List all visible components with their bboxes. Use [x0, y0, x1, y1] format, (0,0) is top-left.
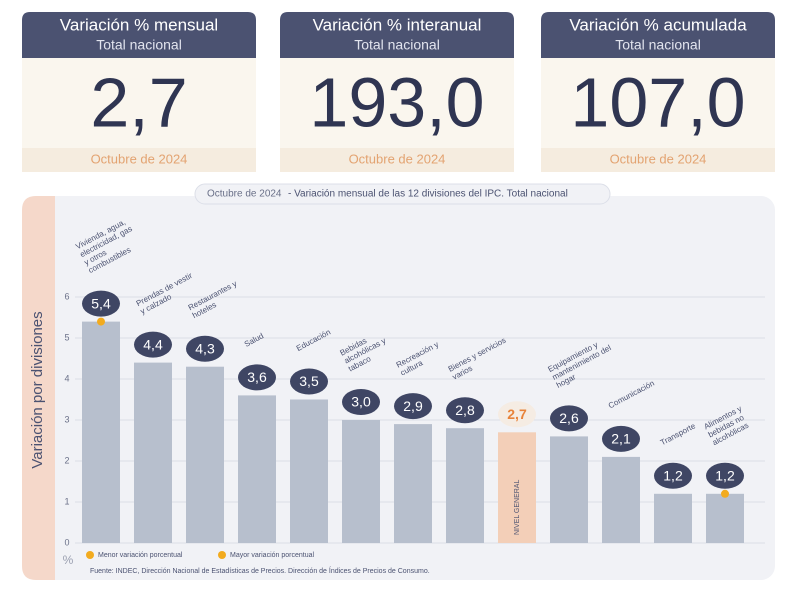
value-badge [82, 290, 120, 317]
value-badge [238, 364, 276, 391]
cards: Variación % mensual Total nacional 2,7 Octu… [22, 12, 775, 172]
bar [446, 428, 484, 543]
bar [342, 420, 380, 543]
y-tick-label: 3 [64, 414, 69, 424]
bar [82, 321, 120, 543]
card-date: Octubre de 2024 [91, 151, 188, 166]
card-value: 193,0 [309, 63, 484, 141]
bar [706, 493, 744, 543]
card-title: Variación % acumulada [569, 15, 747, 34]
value-badge [394, 393, 432, 420]
y-tick-label: 2 [64, 455, 69, 465]
value-badge [706, 462, 744, 489]
bar [238, 395, 276, 543]
card-header [541, 12, 775, 58]
chart-title-date: Octubre de 2024 [207, 189, 282, 200]
value-label: 1,2 [663, 468, 683, 484]
source: Fuente: INDEC, Dirección Nacional de Est… [90, 566, 430, 575]
value-label: 5,4 [91, 295, 111, 311]
value-label: 3,5 [299, 373, 319, 389]
card-footer [541, 148, 775, 172]
y-tick-label: 0 [64, 537, 69, 547]
value-badge [342, 389, 380, 415]
title-pill [194, 183, 611, 205]
legend-swatch [86, 551, 94, 559]
value-badge [498, 401, 536, 428]
bar [134, 362, 172, 543]
y-axis-label: Variación por divisiones [29, 311, 46, 468]
value-badge [186, 335, 224, 362]
y-tick-label: 6 [64, 291, 69, 301]
value-label: 2,1 [611, 431, 631, 447]
bar [602, 456, 640, 543]
value-label: 2,9 [403, 398, 423, 414]
bar [550, 436, 588, 543]
y-tick-label: 4 [64, 373, 69, 383]
bar [186, 366, 224, 543]
card-header [22, 12, 256, 58]
card-value: 107,0 [570, 63, 745, 141]
value-badge [550, 405, 588, 432]
value-badge [446, 397, 484, 424]
value-label: 4,3 [195, 340, 215, 356]
bar [498, 432, 536, 543]
card-date: Octubre de 2024 [610, 151, 707, 166]
y-tick-label: 1 [64, 496, 69, 506]
value-label: 2,8 [455, 402, 475, 418]
card-header [280, 12, 514, 58]
legend-swatch [218, 551, 226, 559]
axis-stripe [22, 196, 55, 580]
bar [394, 424, 432, 543]
y-tick-label: 5 [64, 332, 69, 342]
value-label: 3,0 [351, 394, 371, 410]
value-label: 4,4 [143, 336, 163, 352]
value-label: 2,6 [559, 410, 579, 426]
card-footer [22, 148, 256, 172]
card-subtitle: Total nacional [96, 37, 182, 53]
card-date: Octubre de 2024 [349, 151, 446, 166]
bar [654, 493, 692, 543]
unit-label: % [63, 553, 74, 567]
marker [721, 489, 729, 498]
value-badge [654, 462, 692, 489]
card-subtitle: Total nacional [354, 37, 440, 53]
legend-label: Menor variación porcentual [98, 552, 183, 559]
chart-title: - Variación mensual de las 12 divisiones… [288, 189, 568, 200]
value-label: 2,7 [507, 406, 527, 422]
card-title: Variación % interanual [313, 15, 482, 34]
value-label: 1,2 [715, 468, 735, 484]
value-badge [134, 331, 172, 358]
card-value: 2,7 [90, 63, 187, 141]
card-title: Variación % mensual [60, 15, 218, 34]
bar [290, 399, 328, 543]
marker [97, 317, 105, 326]
category-label: NIVEL GENERAL [514, 480, 521, 535]
value-label: 3,6 [247, 369, 267, 385]
value-badge [602, 425, 640, 452]
value-badge [290, 368, 328, 395]
card-subtitle: Total nacional [615, 37, 701, 53]
card-footer [280, 148, 514, 172]
legend-label: Mayor variación porcentual [230, 552, 314, 559]
